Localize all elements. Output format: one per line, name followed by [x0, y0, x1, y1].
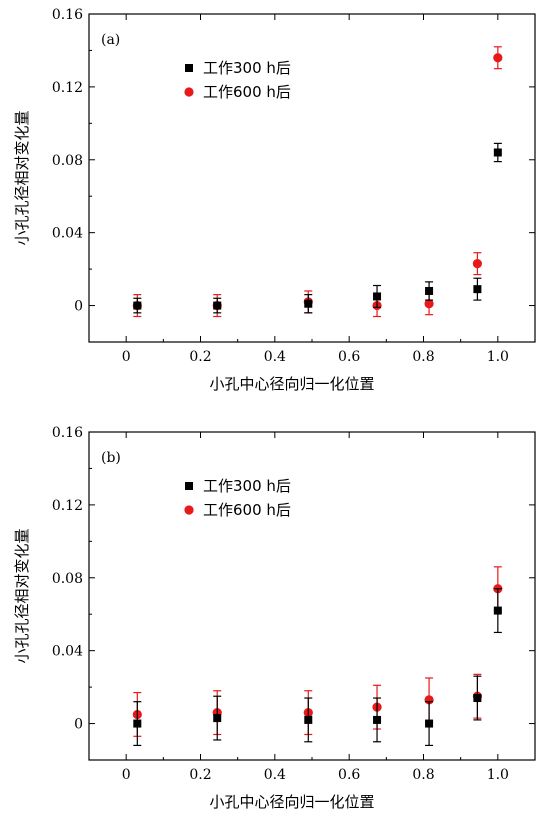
data-point-square [304, 299, 313, 308]
chart-panel-b: 0 0.2 0.4 0.6 0.8 1.0 0 0.04 0.08 0.12 0.16 (b) 工作… [13, 425, 536, 811]
x-axis-title: 小孔中心径向归一化位置 [209, 793, 374, 811]
plot-frame [88, 13, 536, 343]
data-point-square [373, 715, 382, 724]
legend-marker-square [185, 64, 193, 72]
legend: 工作300 h后 工作600 h后 [184, 477, 291, 519]
y-tick-label: 0.12 [52, 498, 83, 514]
legend: 工作300 h后 工作600 h后 [184, 59, 291, 101]
data-point-circle [472, 259, 482, 269]
x-tick-label: 0.2 [189, 349, 211, 365]
data-point-square [425, 719, 434, 728]
y-tick-label: 0.04 [52, 644, 83, 660]
x-tick-label: 0.4 [264, 767, 286, 783]
legend-label: 工作600 h后 [203, 501, 291, 519]
x-tick-label: 1.0 [487, 349, 509, 365]
data-point-square [133, 719, 142, 728]
data-point-square [133, 301, 142, 310]
chart-panel-a: 0 0.2 0.4 0.6 0.8 1.0 0 0.04 0.08 0.12 0.16 (a) 工作… [13, 7, 536, 393]
legend-label: 工作300 h后 [203, 59, 291, 77]
data-point-square [473, 285, 482, 294]
y-tick-label: 0 [74, 717, 83, 733]
data-point-circle [424, 299, 434, 309]
y-tick-label: 0.16 [52, 425, 83, 441]
legend-label: 工作600 h后 [203, 83, 291, 101]
x-tick-label: 1.0 [487, 767, 509, 783]
legend-marker-circle [184, 505, 194, 515]
data-point-square [493, 606, 502, 615]
y-tick-label: 0.12 [52, 80, 83, 96]
legend-marker-square [185, 482, 193, 490]
legend-marker-circle [184, 87, 194, 97]
y-tick-label: 0.08 [52, 571, 83, 587]
data-point-square [304, 715, 313, 724]
y-tick-label: 0 [74, 299, 83, 315]
data-point-square [473, 694, 482, 703]
panel-label: (a) [101, 32, 120, 48]
x-tick-label: 0.4 [264, 349, 286, 365]
y-tick-label: 0.04 [52, 226, 83, 242]
x-tick-label: 0.6 [338, 349, 360, 365]
y-axis-title: 小孔孔径相对变化量 [13, 110, 31, 245]
x-axis-title: 小孔中心径向归一化位置 [209, 375, 374, 393]
data-point-square [213, 301, 222, 310]
panel-label: (b) [101, 450, 121, 466]
data-point-square [493, 148, 502, 157]
data-point-square [425, 286, 434, 295]
data-point-square [213, 714, 222, 723]
marks-group [132, 46, 503, 318]
y-tick-label: 0.08 [52, 153, 83, 169]
x-tick-label: 0.2 [189, 767, 211, 783]
y-axis-title: 小孔孔径相对变化量 [13, 528, 31, 663]
data-point-square [373, 292, 382, 301]
x-tick-label: 0 [122, 349, 131, 365]
x-tick-label: 0.8 [412, 767, 434, 783]
marks-group [132, 566, 503, 747]
data-point-circle [493, 53, 503, 63]
tick-group: 0 0.2 0.4 0.6 0.8 1.0 0 0.04 0.08 0.12 0.16 [52, 425, 535, 783]
x-tick-label: 0.6 [338, 767, 360, 783]
y-tick-label: 0.16 [52, 7, 83, 23]
legend-label: 工作300 h后 [203, 477, 291, 495]
x-tick-label: 0.8 [412, 349, 434, 365]
x-tick-label: 0 [122, 767, 131, 783]
tick-group: 0 0.2 0.4 0.6 0.8 1.0 0 0.04 0.08 0.12 0.16 [52, 7, 535, 365]
